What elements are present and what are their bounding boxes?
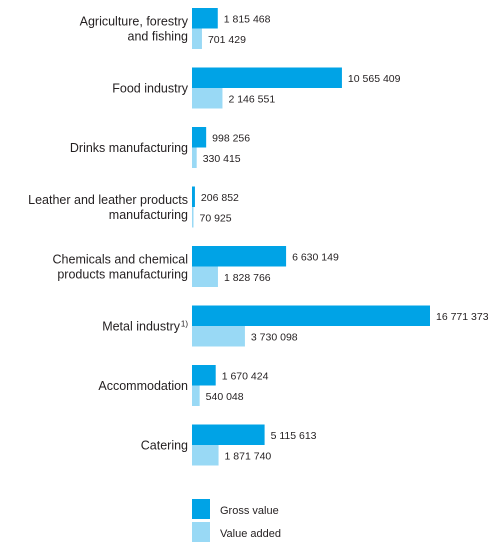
category-label: Catering: [141, 439, 188, 453]
category-label: Food industry: [112, 82, 188, 96]
gross-value-label: 5 115 613: [271, 430, 317, 442]
value-added-bar: [192, 207, 194, 228]
value-added-bar: [192, 147, 197, 168]
category-label: Metal industry: [102, 320, 181, 334]
category-label: Agriculture, forestry: [80, 15, 189, 29]
category-label: products manufacturing: [57, 268, 188, 282]
category-group: Leather and leather productsmanufacturin…: [28, 186, 239, 228]
category-group: Metal industry 1) 16 771 373 3 730 098: [102, 305, 488, 347]
category-label: manufacturing: [109, 208, 188, 222]
value-added-bar: [192, 266, 218, 287]
category-label: and fishing: [128, 30, 189, 44]
gross-value-label: 998 256: [212, 132, 250, 144]
value-added-label: 3 730 098: [251, 331, 298, 343]
value-added-label: 701 429: [208, 34, 246, 46]
gross-value-bar: [192, 8, 218, 29]
gross-value-label: 206 852: [201, 192, 239, 204]
gross-value-label: 1 815 468: [224, 13, 271, 25]
legend-label-value-added: Value added: [220, 528, 281, 540]
gross-value-label: 6 630 149: [292, 251, 339, 263]
category-group: Drinks manufacturing 998 256 330 415: [70, 127, 250, 168]
category-label: Leather and leather products: [28, 193, 188, 207]
value-added-bar: [192, 88, 223, 109]
gross-value-label: 16 771 373: [436, 311, 488, 323]
legend-label-gross-value: Gross value: [220, 505, 279, 517]
legend-swatch-gross-value: [192, 499, 210, 519]
value-added-bar: [192, 28, 202, 49]
gross-value-label: 1 670 424: [222, 370, 269, 382]
value-added-label: 1 828 766: [224, 272, 271, 284]
gross-value-bar: [192, 424, 265, 445]
value-added-bar: [192, 445, 219, 466]
value-added-label: 2 146 551: [228, 93, 275, 105]
value-added-bar: [192, 385, 200, 406]
gross-value-bar: [192, 127, 207, 148]
category-footnote: 1): [181, 320, 188, 329]
value-added-label: 330 415: [203, 153, 241, 165]
gross-value-bar: [192, 246, 287, 267]
legend-swatch-value-added: [192, 522, 210, 542]
category-label: Accommodation: [98, 379, 188, 393]
category-label: Drinks manufacturing: [70, 141, 188, 155]
category-group: Food industry 10 565 409 2 146 551: [112, 67, 401, 109]
gross-value-bar: [192, 186, 195, 207]
category-label: Chemicals and chemical: [53, 253, 188, 267]
value-added-label: 70 925: [200, 212, 232, 224]
gross-value-bar: [192, 67, 342, 88]
value-added-label: 1 871 740: [225, 450, 272, 462]
gross-value-label: 10 565 409: [348, 73, 401, 85]
category-group: Accommodation 1 670 424 540 048: [98, 365, 269, 406]
gross-value-bar: [192, 305, 430, 326]
value-added-bar: [192, 326, 245, 347]
legend: Gross value Value added: [192, 499, 281, 542]
gross-value-bar: [192, 365, 216, 386]
category-group: Catering 5 115 613 1 871 740: [141, 424, 317, 466]
value-added-label: 540 048: [206, 391, 244, 403]
